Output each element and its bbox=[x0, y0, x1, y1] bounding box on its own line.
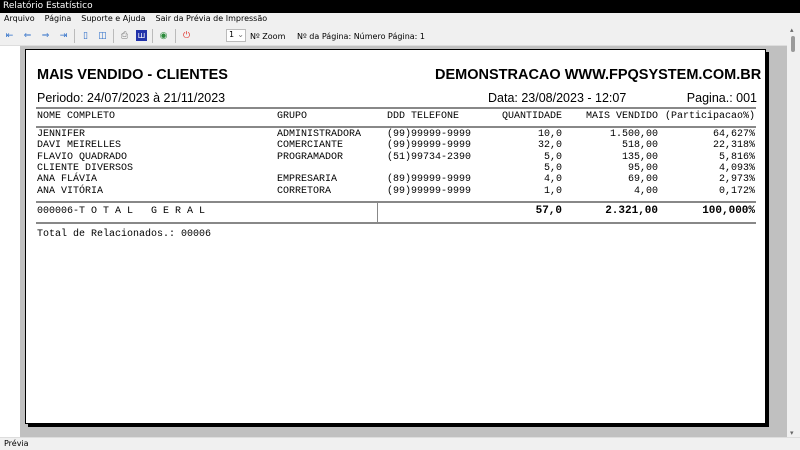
header-grupo: GRUPO bbox=[277, 111, 308, 122]
toolbar-separator bbox=[113, 29, 114, 43]
cell-telefone: (99)99999-9999 bbox=[387, 185, 472, 197]
cell-mais-vendido: 4,00 bbox=[633, 185, 658, 197]
cell-telefone: (99)99999-9999 bbox=[387, 129, 472, 140]
menu-pagina[interactable]: Página bbox=[44, 14, 72, 23]
header-telefone: DDD TELEFONE bbox=[387, 111, 460, 122]
header-mais-vendido: MAIS VENDIDO bbox=[585, 111, 658, 122]
cell-mais-vendido: 135,00 bbox=[621, 151, 658, 163]
cell-grupo: CORRETORA bbox=[277, 185, 332, 197]
first-page-icon[interactable]: ⇤ bbox=[5, 30, 14, 41]
toolbar-separator bbox=[175, 29, 176, 43]
previous-page-icon[interactable]: ⇐ bbox=[23, 30, 32, 41]
total-label: 000006-T O T A L G E R A L bbox=[37, 206, 206, 217]
total-quantidade: 57,0 bbox=[535, 205, 562, 217]
cell-participacao: 22,318% bbox=[712, 140, 755, 152]
company-name: DEMONSTRACAO WWW.FPQSYSTEM.COM.BR bbox=[435, 67, 762, 83]
cell-telefone: (99)99999-9999 bbox=[387, 140, 472, 152]
window-title: Relatório Estatístico bbox=[0, 0, 800, 13]
cell-quantidade: 5,0 bbox=[543, 162, 562, 174]
cell-telefone: (51)99734-2390 bbox=[387, 151, 472, 163]
zoom-label: Nº Zoom bbox=[250, 32, 286, 41]
cell-nome: FLAVIO QUADRADO bbox=[37, 151, 128, 163]
cell-nome: DAVI MEIRELLES bbox=[37, 140, 122, 152]
report-page bbox=[25, 49, 766, 424]
report-title: MAIS VENDIDO - CLIENTES bbox=[37, 67, 228, 83]
cell-mais-vendido: 69,00 bbox=[627, 174, 658, 186]
report-date: Data: 23/08/2023 - 12:07 bbox=[488, 91, 627, 105]
menu-arquivo[interactable]: Arquivo bbox=[4, 14, 35, 23]
total-relacionados: Total de Relacionados.: 00006 bbox=[37, 229, 212, 240]
toolbar-separator bbox=[152, 29, 153, 43]
page-info: Nº da Página: Número Página: 1 bbox=[297, 32, 425, 41]
header-participacao: (Participacao%) bbox=[664, 111, 755, 122]
single-page-icon[interactable]: ▯ bbox=[83, 30, 88, 41]
header-nome: NOME COMPLETO bbox=[37, 111, 116, 122]
last-page-icon[interactable]: ⇥ bbox=[59, 30, 68, 41]
scroll-down-icon[interactable]: ▾ bbox=[790, 429, 794, 437]
cell-mais-vendido: 95,00 bbox=[627, 162, 658, 174]
divider bbox=[36, 107, 756, 109]
cell-nome: ANA VITÓRIA bbox=[37, 185, 104, 197]
cell-quantidade: 32,0 bbox=[537, 140, 562, 152]
vertical-scrollbar[interactable]: ▴ ▾ bbox=[787, 26, 800, 437]
cell-participacao: 5,816% bbox=[718, 151, 755, 163]
total-mais-vendido: 2.321,00 bbox=[605, 205, 658, 217]
menu-suporte[interactable]: Suporte e Ajuda bbox=[81, 14, 146, 23]
toolbar: ⇤ ⇐ ⇒ ⇥ ▯ ◫ ⎙ Ш ◉ ⏻ 1 ⌄ Nº Zoom Nº da Pág… bbox=[0, 26, 800, 46]
scroll-up-icon[interactable]: ▴ bbox=[790, 26, 794, 34]
menu-bar: Arquivo Página Suporte e Ajuda Sair da P… bbox=[0, 13, 800, 26]
cell-grupo: ADMINISTRADORA bbox=[277, 129, 362, 140]
close-preview-icon[interactable]: ⏻ bbox=[182, 30, 191, 41]
cell-quantidade: 1,0 bbox=[543, 185, 562, 197]
cell-participacao: 2,973% bbox=[718, 174, 755, 186]
zoom-value: 1 bbox=[229, 30, 235, 39]
cell-nome: CLIENTE DIVERSOS bbox=[37, 162, 134, 174]
divider bbox=[36, 222, 756, 224]
divider bbox=[36, 126, 756, 128]
zoom-select[interactable]: 1 ⌄ bbox=[226, 29, 246, 42]
print-icon[interactable]: ⎙ bbox=[120, 30, 129, 41]
next-page-icon[interactable]: ⇒ bbox=[41, 30, 50, 41]
toolbar-separator bbox=[74, 29, 75, 43]
chevron-down-icon: ⌄ bbox=[237, 30, 244, 39]
divider bbox=[377, 201, 378, 223]
cell-quantidade: 10,0 bbox=[537, 129, 562, 140]
status-bar: Prévia bbox=[0, 437, 800, 450]
menu-sair[interactable]: Sair da Prévia de Impressão bbox=[155, 14, 268, 23]
total-participacao: 100,000% bbox=[702, 205, 755, 217]
cell-grupo: COMERCIANTE bbox=[277, 140, 344, 152]
page-number: Pagina.: 001 bbox=[686, 91, 757, 105]
period: Periodo: 24/07/2023 à 21/11/2023 bbox=[37, 91, 226, 105]
cell-grupo: EMPRESARIA bbox=[277, 174, 338, 186]
cell-participacao: 64,627% bbox=[712, 129, 755, 140]
scroll-thumb[interactable] bbox=[791, 36, 795, 52]
cell-quantidade: 4,0 bbox=[543, 174, 562, 186]
export-icon[interactable]: Ш bbox=[136, 30, 147, 41]
cell-quantidade: 5,0 bbox=[543, 151, 562, 163]
header-quantidade: QUANTIDADE bbox=[501, 111, 562, 122]
web-icon[interactable]: ◉ bbox=[159, 30, 168, 41]
cell-telefone: (89)99999-9999 bbox=[387, 174, 472, 186]
two-pages-icon[interactable]: ◫ bbox=[98, 30, 107, 41]
divider bbox=[36, 201, 756, 203]
cell-mais-vendido: 1.500,00 bbox=[609, 129, 658, 140]
cell-mais-vendido: 518,00 bbox=[621, 140, 658, 152]
cell-grupo: PROGRAMADOR bbox=[277, 151, 344, 163]
cell-participacao: 4,093% bbox=[718, 162, 755, 174]
cell-nome: ANA FLÁVIA bbox=[37, 174, 98, 186]
cell-nome: JENNIFER bbox=[37, 129, 86, 140]
cell-participacao: 0,172% bbox=[718, 185, 755, 197]
